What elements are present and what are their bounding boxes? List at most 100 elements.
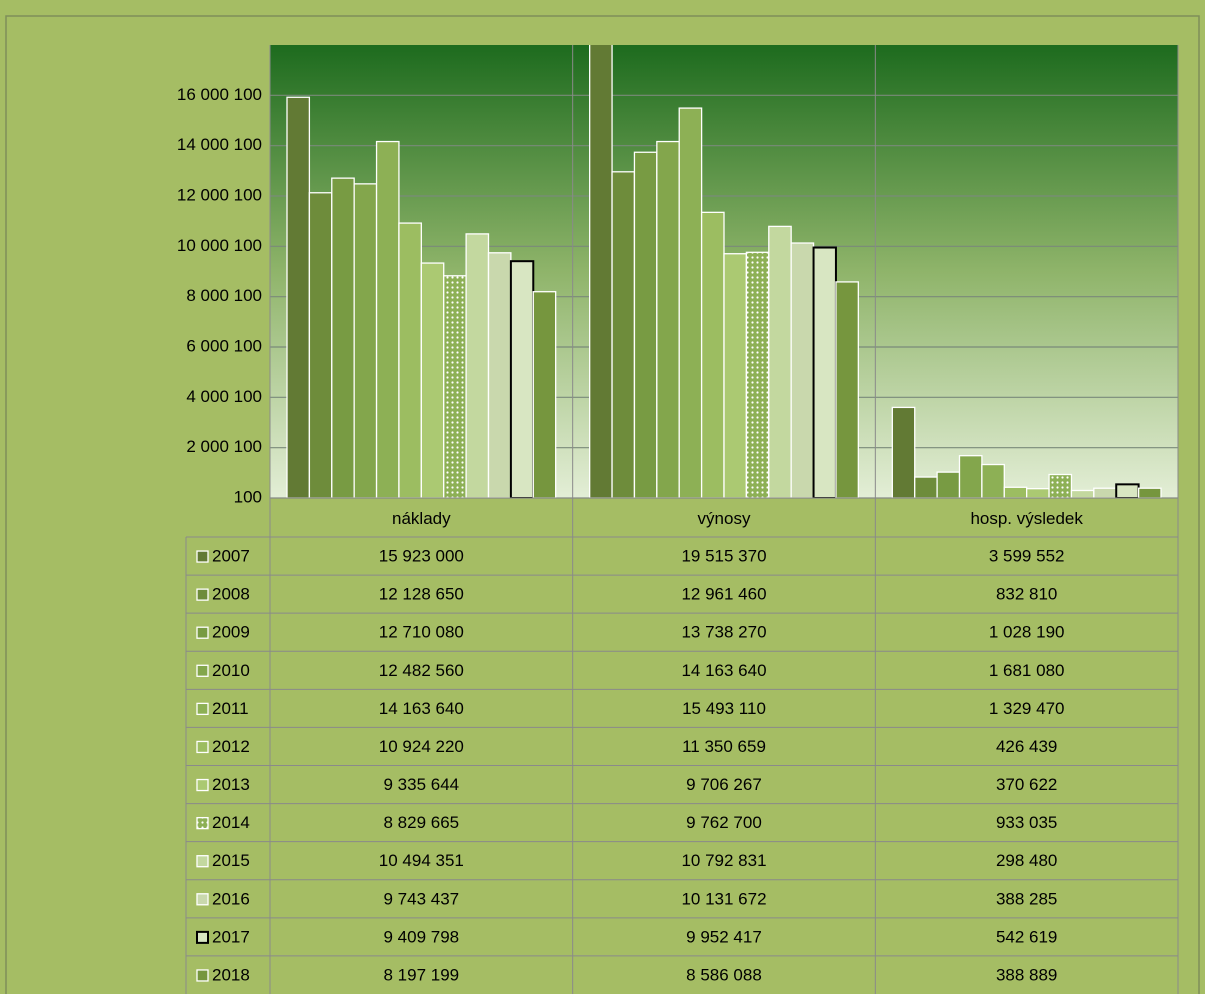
table-cell: 933 035 — [996, 813, 1057, 832]
category-label: výnosy — [698, 509, 751, 528]
legend-key — [196, 969, 209, 982]
y-tick-label: 16 000 100 — [177, 85, 262, 104]
bar — [611, 171, 636, 498]
legend-label: 2011 — [212, 699, 249, 718]
legend-key — [196, 816, 209, 830]
legend-label: 2013 — [212, 775, 250, 794]
bar — [1026, 488, 1050, 498]
table-cell: 14 163 640 — [379, 699, 464, 718]
legend-label: 2009 — [212, 623, 250, 642]
bar — [768, 225, 792, 498]
bar — [420, 262, 445, 498]
y-tick-label: 14 000 100 — [177, 135, 262, 154]
table-cell: 9 952 417 — [686, 927, 762, 946]
legend-label: 2017 — [212, 927, 250, 946]
bar — [465, 233, 490, 498]
table-cell: 12 961 460 — [681, 585, 766, 604]
table-cell: 10 131 672 — [681, 889, 766, 908]
table-cell: 10 792 831 — [681, 851, 766, 870]
y-tick-label: 100 — [234, 487, 262, 506]
legend-key — [196, 702, 209, 716]
table-cell: 1 329 470 — [989, 699, 1065, 718]
bar — [308, 192, 333, 498]
legend-key — [196, 626, 209, 639]
bar — [891, 406, 916, 498]
legend-key — [196, 778, 209, 792]
table-cell: 10 494 351 — [379, 851, 464, 870]
bar — [589, 45, 613, 498]
table-cell: 15 923 000 — [379, 547, 464, 566]
category-label: náklady — [392, 509, 451, 528]
bar — [835, 281, 859, 498]
table-cell: 388 285 — [996, 889, 1057, 908]
table-cell: 8 586 088 — [686, 965, 762, 984]
legend-key — [196, 740, 209, 754]
table-cell: 11 350 659 — [682, 737, 766, 756]
bar — [1048, 473, 1073, 498]
table-cell: 19 515 370 — [681, 547, 766, 566]
bar — [487, 252, 512, 498]
bar — [958, 455, 983, 498]
table-cell: 8 829 665 — [384, 813, 460, 832]
table-cell: 9 335 644 — [384, 775, 460, 794]
legend-label: 2007 — [212, 547, 250, 566]
legend-key — [196, 550, 209, 563]
table-cell: 8 197 199 — [384, 965, 460, 984]
bar — [812, 246, 837, 498]
legend-label: 2015 — [212, 851, 250, 870]
y-tick-label: 12 000 100 — [177, 185, 262, 204]
table-cell: 370 622 — [996, 775, 1057, 794]
bar — [1003, 486, 1028, 498]
bar — [936, 471, 961, 498]
bar — [353, 183, 378, 498]
legend-label: 2008 — [212, 585, 250, 604]
y-tick-label: 8 000 100 — [186, 286, 262, 305]
bar — [286, 96, 311, 498]
table-cell: 12 710 080 — [379, 623, 464, 642]
table-cell: 9 762 700 — [686, 813, 762, 832]
bar — [745, 251, 770, 498]
legend-label: 2016 — [212, 889, 250, 908]
bar — [633, 151, 658, 498]
bar — [1093, 487, 1117, 498]
legend-key — [196, 893, 209, 906]
table-cell: 9 743 437 — [384, 889, 460, 908]
bar — [656, 140, 680, 498]
bar — [443, 275, 467, 498]
table-cell: 14 163 640 — [681, 661, 766, 680]
table-cell: 1 028 190 — [989, 623, 1065, 642]
table-cell: 542 619 — [996, 927, 1057, 946]
legend-label: 2010 — [212, 661, 250, 680]
y-tick-label: 4 000 100 — [186, 387, 262, 406]
table-cell: 388 889 — [996, 965, 1057, 984]
bar — [914, 476, 938, 498]
bar — [398, 222, 422, 498]
category-label: hosp. výsledek — [970, 509, 1083, 528]
bar — [1070, 489, 1095, 498]
frame — [5, 15, 1200, 999]
table-cell: 15 493 110 — [682, 699, 766, 718]
bar — [1137, 487, 1162, 498]
bar — [981, 463, 1005, 498]
bar — [509, 260, 535, 498]
table-cell: 13 738 270 — [681, 623, 766, 642]
bar — [532, 291, 557, 498]
table-cell: 10 924 220 — [379, 737, 464, 756]
bar — [723, 253, 748, 498]
legend-label: 2014 — [212, 813, 250, 832]
bar — [1115, 483, 1140, 498]
table-cell: 12 128 650 — [379, 585, 464, 604]
legend-label: 2018 — [212, 965, 250, 984]
legend-key — [196, 930, 209, 944]
legend-key — [196, 588, 209, 601]
legend-key — [196, 855, 209, 868]
legend-key — [196, 664, 209, 677]
table-cell: 298 480 — [996, 851, 1057, 870]
table-cell: 12 482 560 — [379, 661, 464, 680]
bar — [678, 107, 703, 498]
table-cell: 9 706 267 — [686, 775, 762, 794]
y-tick-label: 2 000 100 — [186, 437, 262, 456]
table-cell: 1 681 080 — [989, 661, 1065, 680]
table-cell: 9 409 798 — [384, 927, 460, 946]
